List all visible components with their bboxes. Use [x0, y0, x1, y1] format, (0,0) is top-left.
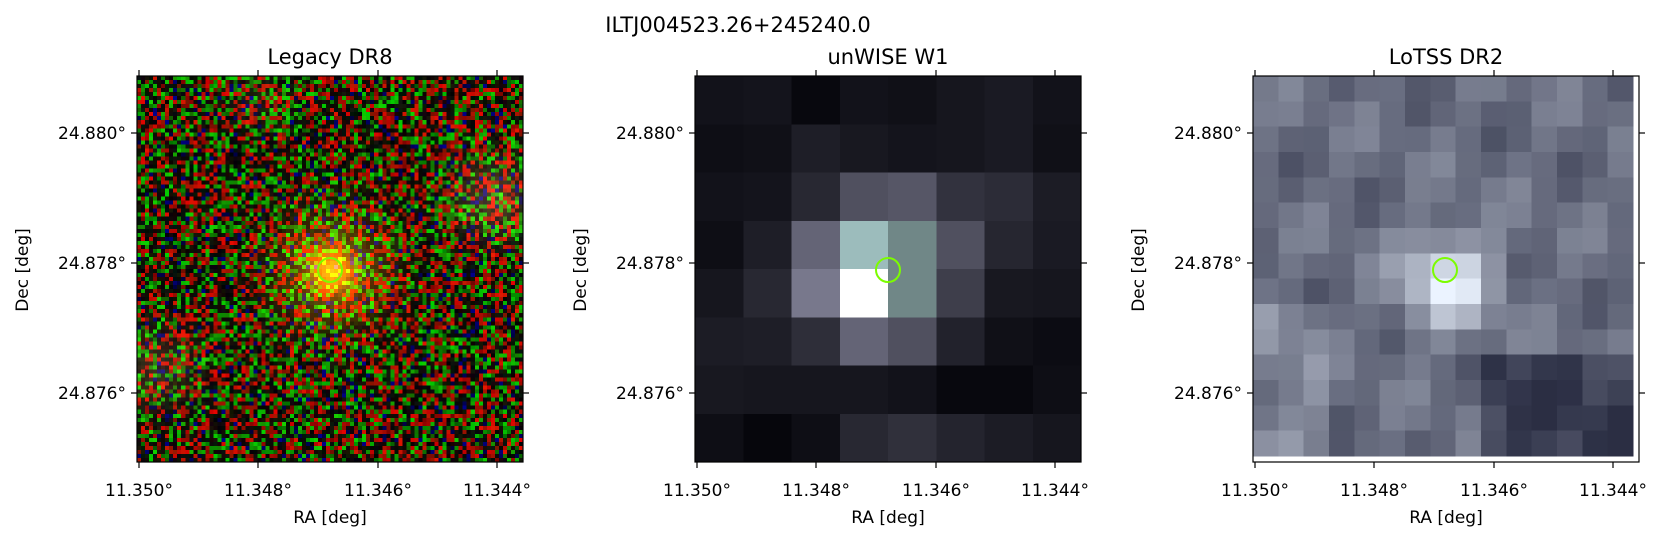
y-axis-label: Dec [deg] — [571, 228, 591, 312]
x-tick-label: 11.346° — [344, 481, 412, 501]
x-tick-label: 11.350° — [1221, 481, 1289, 501]
y-tick-label: 24.876° — [58, 384, 126, 404]
axis-ticks — [1247, 70, 1645, 468]
x-tick-label: 11.344° — [463, 481, 531, 501]
axis-ticks — [689, 70, 1087, 468]
lotss-radio-image — [1253, 76, 1634, 457]
legacy-optical-image — [137, 76, 524, 463]
x-tick-label: 11.346° — [902, 481, 970, 501]
panel-lotss-dr2: LoTSS DR2 11.350° 11.348° 11.346° 11.344… — [1129, 45, 1647, 528]
x-tick-label: 11.348° — [224, 481, 292, 501]
x-tick-label: 11.350° — [105, 481, 173, 501]
panel-unwise-w1: unWISE W1 11.350° 11.348° 11.346° 11.344… — [571, 45, 1089, 528]
y-tick-label: 24.876° — [616, 384, 684, 404]
y-tick-label: 24.878° — [616, 254, 684, 274]
panel-title: Legacy DR8 — [267, 45, 392, 69]
source-marker — [875, 257, 901, 283]
unwise-infrared-image — [695, 76, 1082, 463]
y-axis-label: Dec [deg] — [13, 228, 33, 312]
source-marker — [1432, 257, 1458, 283]
panel-legacy-dr8: Legacy DR8 11.350° 11.348° 11.346° 11.34… — [13, 45, 531, 528]
axis-ticks — [131, 70, 529, 468]
x-tick-label: 11.350° — [663, 481, 731, 501]
y-tick-label: 24.876° — [1174, 384, 1242, 404]
panel-title: LoTSS DR2 — [1389, 45, 1503, 69]
x-axis-label: RA [deg] — [851, 508, 924, 528]
y-tick-label: 24.878° — [58, 254, 126, 274]
y-tick-label: 24.880° — [616, 124, 684, 144]
x-tick-label: 11.348° — [782, 481, 850, 501]
figure-title: ILTJ004523.26+245240.0 — [605, 13, 870, 37]
axes-frame — [136, 75, 524, 463]
y-tick-label: 24.880° — [1174, 124, 1242, 144]
x-tick-label: 11.344° — [1021, 481, 1089, 501]
x-tick-label: 11.346° — [1460, 481, 1528, 501]
source-marker — [317, 257, 343, 283]
panel-title: unWISE W1 — [828, 45, 949, 69]
x-tick-label: 11.348° — [1340, 481, 1408, 501]
y-tick-label: 24.880° — [58, 124, 126, 144]
y-tick-label: 24.878° — [1174, 254, 1242, 274]
x-axis-label: RA [deg] — [293, 508, 366, 528]
x-axis-label: RA [deg] — [1409, 508, 1482, 528]
x-tick-label: 11.344° — [1579, 481, 1647, 501]
y-axis-label: Dec [deg] — [1129, 228, 1149, 312]
axes-frame — [1252, 75, 1640, 463]
axes-frame — [694, 75, 1082, 463]
